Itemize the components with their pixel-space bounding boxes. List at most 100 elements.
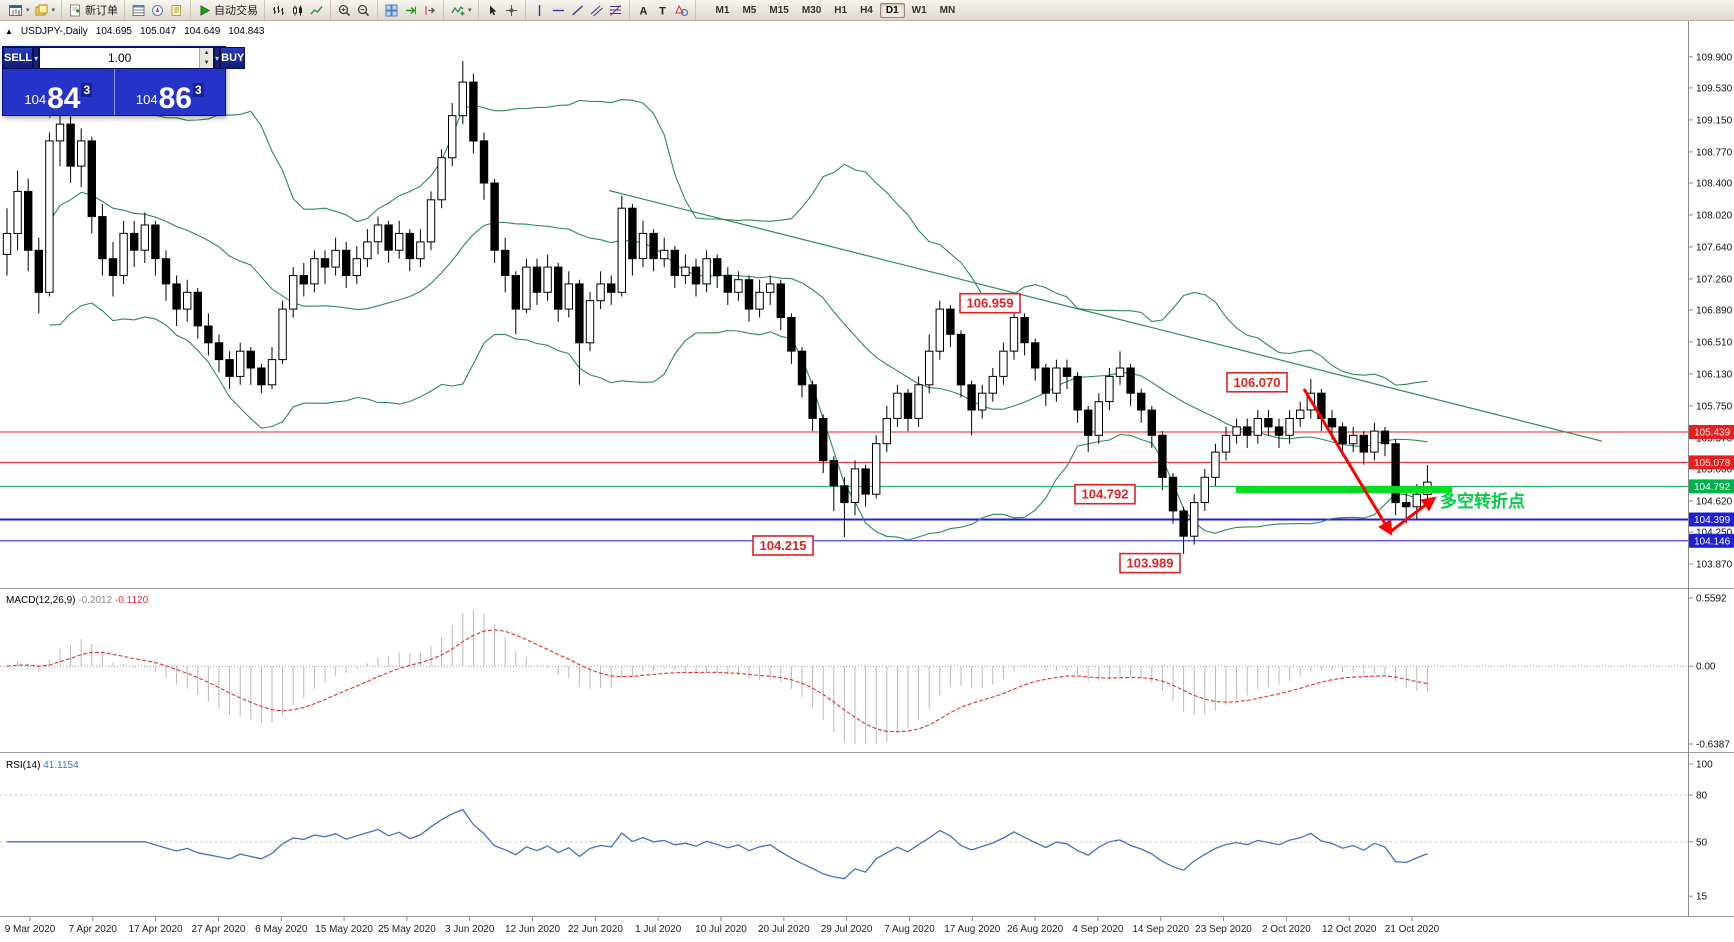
trend-arrow[interactable] — [1302, 388, 1437, 536]
timeframe-button-m15[interactable]: M15 — [769, 4, 789, 16]
svg-text:0.00: 0.00 — [1696, 662, 1716, 673]
label-button[interactable]: T — [653, 2, 672, 19]
svg-text:107.640: 107.640 — [1696, 242, 1733, 253]
timeframe-button-w1[interactable]: W1 — [911, 4, 927, 16]
line-chart-button[interactable] — [307, 2, 326, 19]
sell-price-pipette: 3 — [81, 83, 93, 97]
ohlc-close-value: 104.843 — [228, 26, 265, 37]
shapes-button[interactable] — [672, 2, 691, 19]
sell-options-dropdown[interactable]: ▾ — [33, 47, 40, 69]
tile-windows-button[interactable] — [382, 2, 401, 19]
fibonacci-icon — [608, 3, 623, 18]
volume-stepper: ▲ ▼ — [199, 48, 214, 68]
chevron-down-icon[interactable]: ▾ — [51, 7, 56, 14]
volume-decrease-button[interactable]: ▼ — [200, 58, 214, 68]
volume-increase-button[interactable]: ▲ — [200, 48, 214, 58]
price-axis-badges: 105.439 105.078 104.792 104.399 104.146 — [1689, 425, 1734, 548]
sell-price-big-digits: 84 — [47, 81, 81, 115]
svg-text:105.750: 105.750 — [1696, 401, 1733, 412]
svg-text:104.620: 104.620 — [1696, 496, 1733, 507]
macd-label: MACD(12,26,9) -0.2012 -0.1120 — [6, 595, 149, 606]
market-watch-button[interactable] — [129, 2, 148, 19]
zoom-out-icon — [356, 3, 371, 18]
bar-chart-button[interactable] — [269, 2, 288, 19]
svg-text:104.399: 104.399 — [1694, 515, 1731, 526]
trendline-button[interactable] — [568, 2, 587, 19]
zoom-in-button[interactable] — [335, 2, 354, 19]
chevron-down-icon[interactable]: ▾ — [468, 7, 472, 14]
time-axis-label: 6 May 2020 — [255, 924, 308, 935]
time-axis-label: 20 Jul 2020 — [758, 924, 810, 935]
timeframe-button-m30[interactable]: M30 — [801, 4, 822, 16]
svg-text:100: 100 — [1696, 760, 1713, 771]
buy-options-dropdown[interactable]: ▾ — [214, 47, 221, 69]
navigator-button[interactable] — [148, 2, 167, 19]
timeframe-button-d1[interactable]: D1 — [879, 2, 905, 18]
buy-price-display[interactable]: 104 86 3 — [115, 69, 226, 115]
candle-chart-button[interactable] — [288, 2, 307, 19]
channel-button[interactable] — [587, 2, 606, 19]
chart-shift-button[interactable] — [420, 2, 439, 19]
timeframe-button-h1[interactable]: H1 — [834, 4, 848, 16]
time-axis-label: 7 Aug 2020 — [884, 924, 935, 935]
descending-trendline[interactable] — [608, 189, 1603, 442]
svg-text:106.070: 106.070 — [1234, 375, 1281, 390]
toolbar-group: 自动交易 — [191, 0, 266, 20]
ohlc-open-value: 104.695 — [95, 26, 132, 37]
volume-input[interactable] — [40, 48, 200, 68]
one-click-trading-panel: SELL ▾ ▲ ▼ ▾ BUY 104 84 3 104 86 3 — [2, 46, 246, 116]
tile-windows-icon — [384, 3, 399, 18]
chevron-down-icon: ▾ — [215, 53, 220, 63]
timeframe-button-h4[interactable]: H4 — [860, 4, 873, 16]
auto-scroll-button[interactable] — [401, 2, 420, 19]
sell-price-display[interactable]: 104 84 3 — [3, 69, 114, 115]
auto-scroll-icon — [403, 3, 418, 18]
svg-text:104.250: 104.250 — [1696, 528, 1733, 539]
sell-button[interactable]: SELL — [3, 47, 34, 69]
time-axis-label: 29 Jul 2020 — [821, 924, 873, 935]
ohlc-low-value: 104.649 — [184, 26, 221, 37]
fibonacci-button[interactable] — [606, 2, 625, 19]
cursor-button[interactable] — [483, 2, 502, 19]
time-axis[interactable]: 9 Mar 2020 7 Apr 2020 17 Apr 2020 27 Apr 20… — [5, 917, 1440, 935]
horizontal-line-button[interactable] — [549, 2, 568, 19]
zoom-out-button[interactable] — [354, 2, 373, 19]
svg-text:103.870: 103.870 — [1696, 560, 1733, 571]
buy-button[interactable]: BUY — [220, 47, 246, 69]
svg-text:104.792: 104.792 — [1082, 487, 1129, 502]
scripts-button[interactable] — [167, 2, 186, 19]
chevron-down-icon[interactable]: ▾ — [26, 7, 30, 14]
svg-text:A: A — [639, 5, 647, 17]
time-axis-label: 26 Aug 2020 — [1007, 924, 1064, 935]
label-icon: T — [655, 3, 670, 18]
chart-shift-icon — [422, 3, 437, 18]
svg-text:105.439: 105.439 — [1694, 428, 1731, 439]
timeframe-button-mn[interactable]: MN — [939, 4, 956, 16]
ohlc-high-value: 105.047 — [139, 26, 177, 37]
autotrading-button[interactable]: 自动交易 — [195, 1, 260, 19]
time-axis-label: 14 Sep 2020 — [1132, 924, 1189, 935]
crosshair-icon — [504, 3, 519, 18]
crosshair-button[interactable] — [502, 2, 521, 19]
indicators-button[interactable]: ▾ — [448, 2, 474, 19]
chart-window-button[interactable]: ▾ — [6, 2, 32, 19]
profiles-button[interactable]: ▾ — [32, 2, 58, 19]
price-callouts[interactable]: 106.959 106.070 104.792 104.215 103.989 — [752, 292, 1288, 574]
macd-signal-line — [6, 629, 1428, 733]
vertical-line-button[interactable] — [530, 2, 549, 19]
time-axis-label: 3 Jun 2020 — [445, 924, 495, 935]
timeframe-button-m1[interactable]: M1 — [715, 4, 730, 16]
timeframe-button-m5[interactable]: M5 — [742, 4, 757, 16]
line-chart-icon — [309, 3, 324, 18]
new-order-button[interactable]: 新订单 — [66, 1, 120, 19]
svg-text:108.770: 108.770 — [1696, 147, 1733, 158]
time-axis-label: 27 Apr 2020 — [192, 924, 246, 935]
profiles-icon — [34, 3, 49, 18]
turning-point-note[interactable]: 多空转折点 — [1440, 491, 1525, 511]
channel-icon — [589, 3, 604, 18]
trading-controls-row: SELL ▾ ▲ ▼ ▾ BUY — [3, 47, 246, 69]
text-button[interactable]: A — [634, 2, 653, 19]
toolbar-group: ▾ — [444, 0, 479, 20]
svg-text:104.146: 104.146 — [1694, 536, 1731, 547]
